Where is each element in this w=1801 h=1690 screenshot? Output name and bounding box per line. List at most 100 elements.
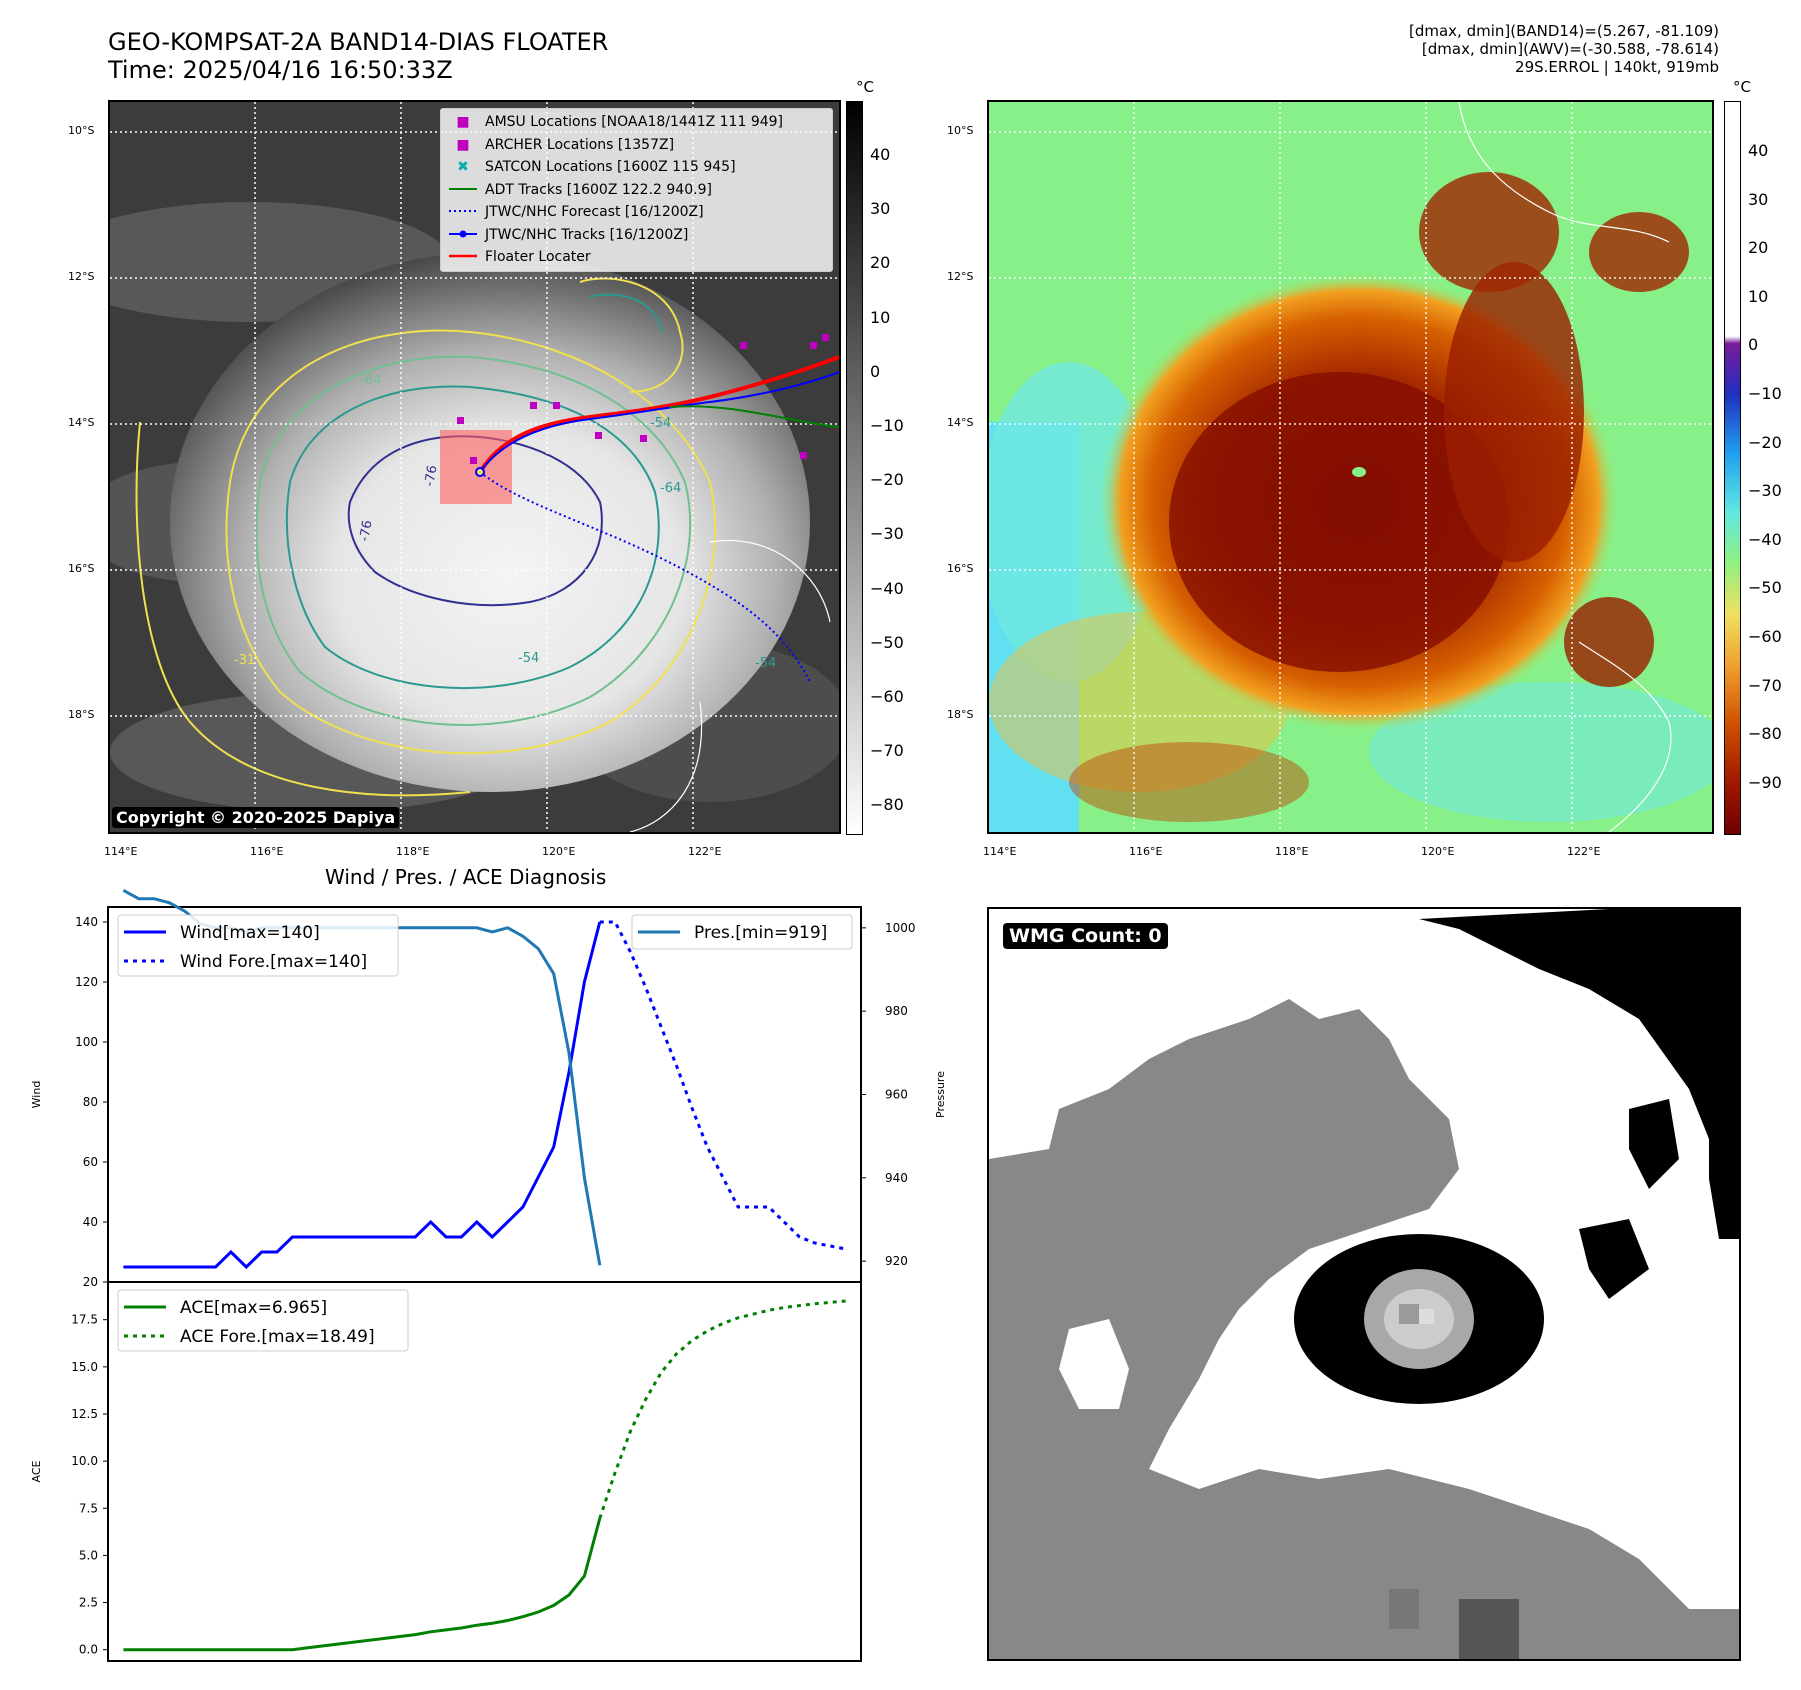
contour-labels: -64 -76 -76 -64 -54 -54 -54 -31 xyxy=(234,373,776,671)
stats-awv: [dmax, dmin](AWV)=(-30.588, -78.614) xyxy=(1421,40,1719,58)
figure-title-line2: Time: 2025/04/16 16:50:33Z xyxy=(108,56,453,84)
legend-item-floater: Floater Locater xyxy=(447,246,826,269)
square-marker-icon: ■ xyxy=(456,136,470,153)
awv-colorbar-tick: 30 xyxy=(1748,189,1769,209)
ace-ytick-label: 12.5 xyxy=(71,1407,98,1421)
ace-fore-legend-label: ACE Fore.[max=18.49] xyxy=(180,1327,375,1347)
awv-colorbar-tick: −80 xyxy=(1748,724,1782,744)
figure-title-line1: GEO-KOMPSAT-2A BAND14-DIAS FLOATER xyxy=(108,28,609,56)
legend-item-forecast: JTWC/NHC Forecast [16/1200Z] xyxy=(447,201,826,224)
dot-line-icon xyxy=(447,224,479,247)
lon-label: 116°E xyxy=(1129,845,1163,858)
wind-ytick-label: 60 xyxy=(83,1155,98,1169)
ir-map-panel: -64 -76 -76 -64 -54 -54 -54 -31 ■ AMSU Lo… xyxy=(108,100,841,834)
awv-colorbar-tick: −60 xyxy=(1748,627,1782,646)
lon-label: 116°E xyxy=(250,845,284,858)
copyright-badge: Copyright © 2020-2025 Dapiya xyxy=(112,807,400,828)
series-line-0 xyxy=(123,921,602,1270)
awv-colorbar-tick: −10 xyxy=(1748,384,1782,403)
ace-legend-label: ACE[max=6.965] xyxy=(180,1298,327,1318)
ir-legend: ■ AMSU Locations [NOAA18/1441Z 111 949] ■… xyxy=(440,108,833,272)
pressure-legend-box xyxy=(631,914,853,950)
ir-colorbar-tick: 30 xyxy=(870,199,891,219)
wind-ytick-label: 100 xyxy=(75,1035,98,1049)
lat-label: 18°S xyxy=(947,708,974,721)
awv-colorbar-tick: −50 xyxy=(1748,578,1782,598)
ace-ytick-label: 0.0 xyxy=(79,1643,98,1657)
ace-ytick-label: 2.5 xyxy=(79,1596,98,1610)
wind-legend-box xyxy=(117,914,399,977)
awv-colorbar-tick: 10 xyxy=(1748,286,1769,306)
wind-ytick-label: 120 xyxy=(75,975,98,989)
awv-colorbar xyxy=(1724,101,1741,835)
awv-map-panel xyxy=(987,100,1714,834)
ir-colorbar-tick: −30 xyxy=(870,524,904,544)
x-marker-icon: ✖ xyxy=(457,159,469,175)
wind-ytick-label: 140 xyxy=(75,915,98,929)
ir-colorbar xyxy=(846,101,863,835)
legend-item-tracks: JTWC/NHC Tracks [16/1200Z] xyxy=(447,224,826,247)
lon-label: 120°E xyxy=(1421,845,1455,858)
contour-label: -54 xyxy=(650,416,671,431)
ir-colorbar-tick: −20 xyxy=(870,470,904,490)
awv-colorbar-unit: °C xyxy=(1733,78,1751,96)
ace-series-line-0 xyxy=(123,1518,602,1652)
lon-label: 114°E xyxy=(104,845,138,858)
lat-label: 10°S xyxy=(947,124,974,137)
wmg-image xyxy=(989,909,1739,1659)
ir-colorbar-tick: −40 xyxy=(870,578,904,598)
ir-colorbar-tick: −10 xyxy=(870,416,904,435)
awv-colorbar-tick: −20 xyxy=(1748,432,1782,452)
legend-item-amsu: ■ AMSU Locations [NOAA18/1441Z 111 949] xyxy=(447,111,826,134)
awv-colorbar-tick: 0 xyxy=(1748,335,1759,355)
storm-info: 29S.ERROL | 140kt, 919mb xyxy=(1515,58,1719,76)
legend-item-archer: ■ ARCHER Locations [1357Z] xyxy=(447,134,826,157)
legend-item-satcon: ✖ SATCON Locations [1600Z 115 945] xyxy=(447,156,826,179)
contour-label: -76 xyxy=(422,464,440,488)
ace-ytick-label: 10.0 xyxy=(71,1454,98,1468)
ir-colorbar-tick: 10 xyxy=(870,307,891,327)
wind-ytick-label: 80 xyxy=(83,1095,98,1109)
lon-label: 118°E xyxy=(396,845,430,858)
lon-label: 120°E xyxy=(542,845,576,858)
wmg-count-badge: WMG Count: 0 xyxy=(1003,923,1168,949)
ace-ytick-label: 5.0 xyxy=(79,1548,98,1562)
pressure-ytick-label: 920 xyxy=(885,1254,908,1268)
lat-label: 16°S xyxy=(947,562,974,575)
pressure-legend-label: Pres.[min=919] xyxy=(694,923,827,943)
ir-colorbar-tick: −70 xyxy=(870,741,904,761)
pressure-ytick-label: 960 xyxy=(885,1088,908,1102)
stats-band14: [dmax, dmin](BAND14)=(5.267, -81.109) xyxy=(1408,22,1719,40)
diagnosis-title: Wind / Pres. / ACE Diagnosis xyxy=(325,865,607,889)
lat-label: 12°S xyxy=(68,270,95,283)
wind-fore-legend-label: Wind Fore.[max=140] xyxy=(180,952,367,972)
pressure-axis-label: Pressure xyxy=(934,1071,947,1118)
ace-ytick-label: 17.5 xyxy=(71,1313,98,1327)
ace-axis-label: ACE xyxy=(30,1460,43,1482)
contour-label: -31 xyxy=(234,653,255,668)
lat-label: 16°S xyxy=(68,562,95,575)
line-marker-icon xyxy=(447,246,479,269)
wind-ytick-label: 40 xyxy=(83,1215,98,1229)
contour-label: -54 xyxy=(518,651,539,666)
square-marker-icon: ■ xyxy=(456,114,470,130)
diagnosis-chart: 20 40 60 80 100 120 140 920 940 960 980 1000 Wind Pre… xyxy=(30,888,947,1662)
pressure-ytick-label: 940 xyxy=(885,1171,908,1185)
awv-colorbar-tick: −90 xyxy=(1748,772,1782,792)
contour-label: -64 xyxy=(360,373,381,388)
lon-label: 122°E xyxy=(688,845,722,858)
contour-label: -54 xyxy=(755,656,776,671)
lat-label: 12°S xyxy=(947,270,974,283)
lat-label: 18°S xyxy=(68,708,95,721)
awv-map-image xyxy=(989,102,1712,832)
ir-colorbar-tick: −80 xyxy=(870,795,904,815)
wind-ytick-label: 20 xyxy=(83,1275,98,1289)
ir-colorbar-tick: −60 xyxy=(870,687,904,706)
ace-legend-box xyxy=(117,1289,409,1352)
ir-colorbar-unit: °C xyxy=(856,78,874,96)
awv-colorbar-tick: −30 xyxy=(1748,481,1782,501)
awv-colorbar-tick: 40 xyxy=(1748,141,1769,160)
lon-label: 118°E xyxy=(1275,845,1309,858)
ir-colorbar-tick: 0 xyxy=(870,361,881,381)
pressure-ytick-label: 1000 xyxy=(885,921,916,935)
